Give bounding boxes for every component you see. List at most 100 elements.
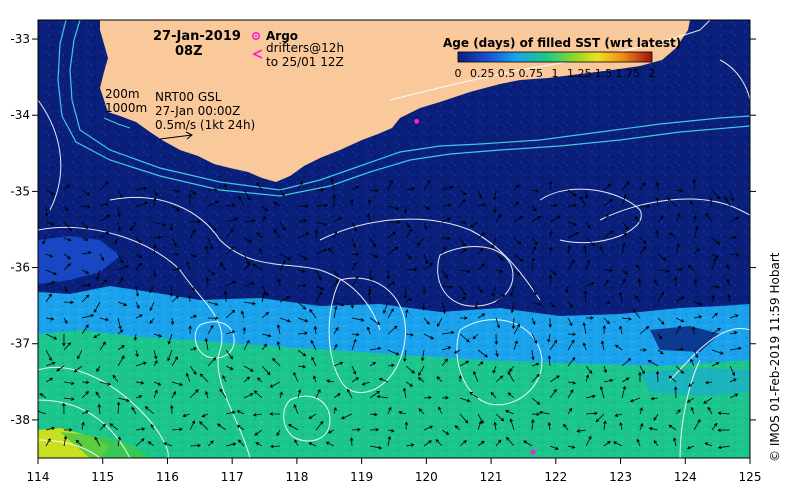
current-vector-arrow [460,316,468,320]
current-vector-arrow [309,308,317,319]
argo-marker-icon [252,31,261,40]
current-vector-arrow [441,330,455,335]
current-vector-arrow [405,365,416,374]
current-vector-arrow [135,186,148,191]
current-vector-arrow [63,342,72,351]
current-vector-arrow [189,443,202,448]
current-vector-arrow [567,407,573,415]
current-vector-arrow [567,317,573,327]
current-vector-arrow [63,253,71,260]
current-vector-arrow [387,428,395,433]
current-vector-arrow [507,392,515,399]
current-vector-arrow [117,345,125,351]
current-vector-arrow [62,333,66,347]
current-vector-arrow [506,436,515,447]
current-vector-arrow [225,203,236,207]
current-vector-arrow [189,365,197,375]
current-vector-arrow [63,435,68,447]
current-vector-arrow [469,391,479,399]
current-vector-arrow [655,181,660,191]
current-vector-arrow [638,371,642,382]
current-vector-arrow [63,263,71,271]
current-vector-arrow [621,358,632,367]
current-vector-arrow [188,325,192,335]
current-vector-arrow [603,213,609,223]
current-vector-arrow [513,340,518,351]
x-tick-label: 114 [27,470,50,484]
current-vector-arrow [531,205,537,212]
current-vector-arrow [189,253,197,258]
current-vector-arrow [189,420,195,431]
current-vector-arrow [693,315,703,319]
current-vector-arrow [459,333,470,343]
current-vector-arrow [63,317,68,324]
current-vector-arrow [621,180,630,191]
current-vector-arrow [153,349,158,360]
current-vector-arrow [655,197,660,207]
current-vector-arrow [531,245,537,255]
current-vector-arrow [225,442,237,447]
current-vector-arrow [63,397,75,401]
current-vector-arrow [45,426,56,431]
current-vector-arrow [297,301,307,310]
current-vector-arrow [634,294,641,303]
current-vector-arrow [297,349,307,357]
current-vector-arrow [117,189,123,199]
current-vector-arrow [513,253,524,263]
current-vector-arrow [405,381,414,387]
current-vector-arrow [199,373,209,383]
current-vector-arrow [45,189,55,195]
current-vector-arrow [297,331,309,336]
current-vector-arrow [81,189,91,196]
current-vector-arrow [523,440,533,447]
current-vector-arrow [453,349,461,354]
argo-markers [414,118,536,455]
current-vector-arrow [711,189,721,200]
current-vector-arrow [349,437,354,447]
current-vector-arrow [495,375,504,383]
current-vector-arrow [223,182,228,191]
current-vector-arrow [297,181,303,191]
current-vector-arrow [277,278,281,287]
current-vector-arrow [403,349,407,363]
current-vector-arrow [707,406,713,415]
current-vector-arrow [675,317,685,323]
current-vector-arrow [189,389,199,399]
current-vector-arrow [117,397,131,402]
current-vector-arrow [167,349,173,362]
current-vector-arrow [422,285,426,295]
current-vector-arrow [441,185,454,191]
current-vector-arrow [705,212,713,223]
current-vector-arrow [81,391,89,399]
current-vector-arrow [469,221,479,228]
current-vector-arrow [135,438,145,447]
age-colorbar [457,51,653,63]
current-vector-arrow [704,380,713,385]
current-vector-arrow [441,429,450,435]
current-vector-arrow [63,184,71,191]
current-vector-arrow [567,232,579,239]
current-vector-arrow [217,423,227,431]
current-vector-arrow [405,309,409,319]
current-vector-arrow [647,359,659,367]
current-vector-arrow [117,265,129,271]
current-vector-arrow [693,418,701,431]
current-vector-arrow [669,232,677,239]
current-vector-arrow [477,189,482,199]
current-vector-arrow [96,365,101,373]
current-vector-arrow [315,285,325,290]
current-vector-arrow [207,221,217,232]
current-vector-arrow [297,317,309,323]
current-vector-arrow [81,269,90,274]
current-vector-arrow [369,346,382,351]
current-vector-arrow [603,317,610,325]
y-axis: -33 -34 -35 -36 -37 -38 [10,32,756,427]
isobath-200m-inner [103,117,131,129]
current-vector-arrow [491,285,497,297]
current-vector-arrow [75,439,83,447]
current-vector-arrow [199,421,209,431]
current-vector-arrow [423,333,434,340]
current-vector-arrow [242,326,247,335]
current-vector-arrow [724,196,731,207]
current-vector-arrow [315,291,322,303]
